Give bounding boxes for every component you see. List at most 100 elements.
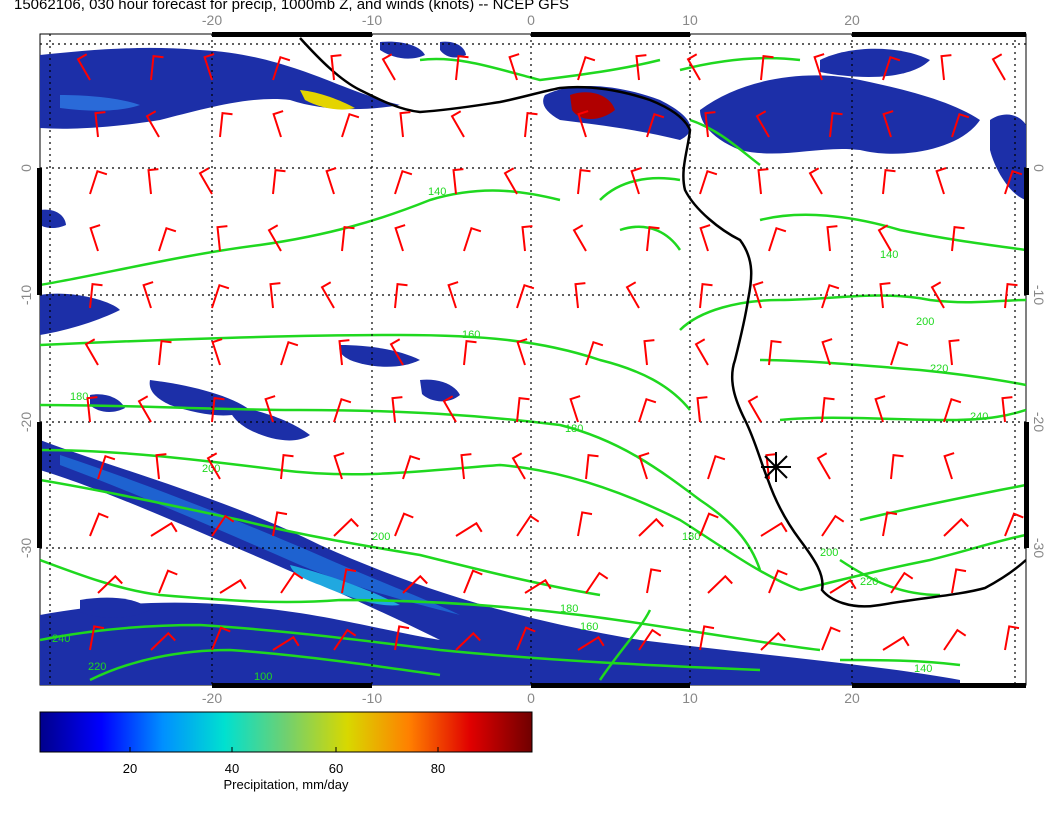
- contour-label: 220: [860, 576, 878, 588]
- wind-barb: [821, 626, 841, 651]
- wind-barb: [145, 110, 160, 138]
- wind-barb: [158, 226, 177, 252]
- wind-barb: [585, 340, 604, 366]
- wind-barb: [89, 512, 109, 537]
- wind-barb: [341, 568, 357, 594]
- wind-barb: [882, 511, 898, 537]
- wind-barb: [882, 110, 894, 138]
- wind-barb: [768, 339, 782, 366]
- wind-barb: [391, 396, 403, 423]
- lat-tick-label: -10: [18, 285, 34, 305]
- lat-tick-label: 0: [1031, 164, 1047, 172]
- wind-barb: [389, 338, 404, 366]
- lon-tick-label: -20: [202, 12, 222, 28]
- wind-barb: [826, 225, 838, 252]
- wind-barb: [203, 53, 215, 81]
- wind-barb: [89, 224, 101, 252]
- wind-barb: [816, 452, 831, 480]
- wind-barb: [1001, 396, 1013, 423]
- wind-barb: [84, 338, 99, 366]
- wind-barb: [707, 454, 726, 480]
- lat-tick-label: 0: [18, 164, 34, 172]
- wind-barb: [150, 54, 164, 81]
- lat-tick-label: -20: [18, 412, 34, 432]
- wind-barb: [882, 168, 896, 195]
- wind-barb: [757, 168, 769, 195]
- wind-barb: [516, 338, 528, 366]
- wind-barb: [638, 517, 664, 537]
- wind-barb: [935, 167, 947, 195]
- contour-label: 160: [462, 329, 480, 341]
- wind-barb: [142, 281, 154, 309]
- contour-label: 200: [916, 316, 934, 328]
- wind-barb: [813, 53, 825, 81]
- wind-barb: [755, 110, 770, 138]
- colorbar-gradient: [39, 711, 533, 753]
- wind-barb: [147, 168, 159, 195]
- colorbar-label: Precipitation, mm/day: [224, 777, 349, 792]
- wind-barb: [394, 512, 414, 537]
- chart-title: 15062106, 030 hour forecast for precip, …: [14, 0, 569, 13]
- wind-barb: [696, 396, 708, 423]
- wind-barb: [574, 282, 586, 309]
- wind-barb: [625, 281, 640, 309]
- wind-barb: [821, 396, 835, 423]
- wind-barb: [829, 111, 843, 138]
- wind-barb: [341, 112, 360, 138]
- wind-barb: [1004, 512, 1024, 537]
- wind-barb: [394, 282, 408, 309]
- wind-barb: [269, 282, 281, 309]
- wind-barb: [503, 167, 518, 195]
- wind-barb: [137, 395, 152, 423]
- wind-barb: [808, 167, 823, 195]
- wind-barb: [463, 569, 483, 594]
- wind-barb: [704, 111, 716, 138]
- wind-barb: [219, 578, 247, 594]
- wind-barb: [86, 396, 98, 423]
- wind-barb: [516, 396, 530, 423]
- wind-barb: [150, 631, 176, 651]
- wind-barb: [686, 53, 701, 81]
- wind-barb: [206, 452, 221, 480]
- contour-label: 220: [88, 661, 106, 673]
- wind-barb: [521, 225, 533, 252]
- wind-barb: [280, 340, 299, 366]
- wind-barb: [333, 517, 359, 537]
- wind-barb: [452, 168, 464, 195]
- wind-barb: [1004, 169, 1023, 195]
- wind-barb: [264, 395, 276, 423]
- wind-barb: [325, 167, 337, 195]
- lat-tick-label: -30: [18, 538, 34, 558]
- lon-tick-label: -10: [362, 690, 382, 706]
- wind-barb: [577, 635, 605, 651]
- wind-barb: [394, 625, 410, 651]
- graticule: [40, 34, 1026, 685]
- wind-barb: [272, 110, 284, 138]
- colorbar-tick-label: 80: [431, 761, 445, 776]
- contour-label: 180: [682, 531, 700, 543]
- wind-barb: [829, 578, 857, 594]
- wind-barb: [951, 568, 967, 594]
- wind-barb: [511, 452, 526, 480]
- wind-barb: [211, 283, 230, 309]
- wind-barb: [635, 54, 647, 81]
- wind-barb: [272, 55, 291, 81]
- wind-barb: [752, 281, 764, 309]
- wind-barb: [341, 225, 355, 252]
- wind-barb: [381, 53, 396, 81]
- wind-barb: [940, 54, 952, 81]
- lon-tick-label: -10: [362, 12, 382, 28]
- top-lon-labels: -20 -10 0 10 20: [202, 12, 860, 28]
- colorbar-tick-label: 60: [329, 761, 343, 776]
- wind-barb: [516, 626, 536, 651]
- wind-barb: [455, 521, 483, 537]
- wind-barb: [211, 396, 225, 423]
- wind-barb: [943, 517, 969, 537]
- contour-label: 240: [970, 411, 988, 423]
- wind-barb: [89, 282, 103, 309]
- contour-label: 160: [580, 621, 598, 633]
- contour-label: 220: [930, 363, 948, 375]
- wind-barb: [198, 167, 213, 195]
- wind-barb: [569, 395, 581, 423]
- wind-barb: [399, 111, 411, 138]
